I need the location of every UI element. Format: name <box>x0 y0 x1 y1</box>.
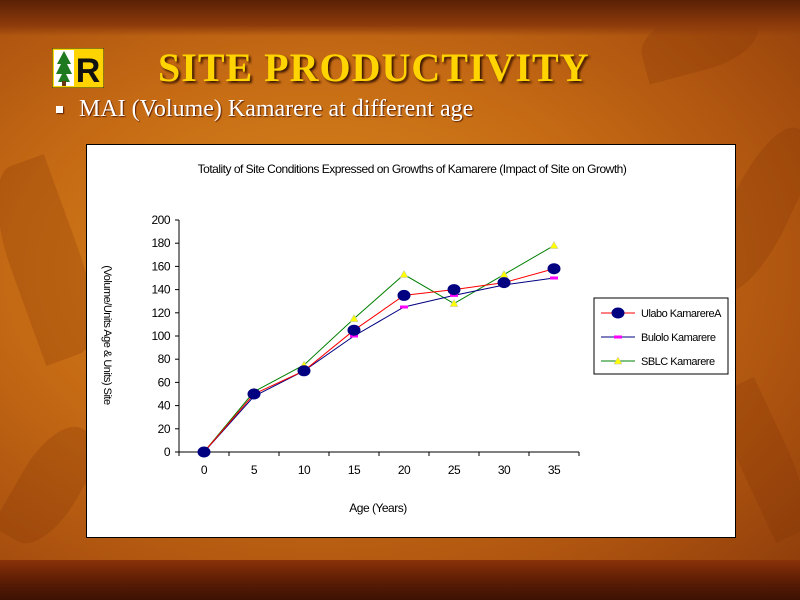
data-point-dash <box>450 293 458 297</box>
line-chart: Totality of Site Conditions Expressed on… <box>101 162 729 515</box>
data-point-circle <box>397 289 411 301</box>
y-tick-label: 140 <box>151 283 170 297</box>
bullet-item: MAI (Volume) Kamarere at different age <box>56 94 473 124</box>
bullet-square-icon <box>56 105 63 113</box>
data-point-circle <box>447 284 461 296</box>
data-point-circle <box>247 388 261 400</box>
x-tick-label: 15 <box>348 463 361 477</box>
data-point-circle <box>547 263 561 275</box>
data-point-dash <box>614 335 622 339</box>
data-point-circle <box>497 277 511 289</box>
x-tick-label: 5 <box>251 463 258 477</box>
x-tick-label: 25 <box>448 463 461 477</box>
chart-series <box>197 241 561 458</box>
data-point-dash <box>400 305 408 309</box>
chart-frame: Totality of Site Conditions Expressed on… <box>86 144 736 538</box>
bottom-band <box>0 560 800 600</box>
top-band <box>0 0 800 36</box>
y-tick-label: 100 <box>151 329 170 343</box>
y-tick-label: 60 <box>158 375 171 389</box>
data-point-triangle <box>613 356 623 365</box>
series-line <box>203 268 555 453</box>
y-tick-label: 20 <box>158 422 171 436</box>
x-axis-label: Age (Years) <box>349 501 407 515</box>
data-point-dash <box>550 276 558 280</box>
series-line <box>203 277 555 453</box>
x-tick-label: 20 <box>398 463 411 477</box>
legend-label: SBLC Kamarere <box>641 356 715 368</box>
tree-logo-icon: R <box>52 48 104 88</box>
slide-title: SITE PRODUCTIVITY <box>158 45 590 90</box>
y-axis-label: (Volume/Units Age & Units) Site <box>101 265 113 405</box>
chart-axes: 0 20 40 60 80 100 120 140 160 180 200 0 5 10 15 20 25 30 3… <box>151 213 580 477</box>
legend-label: Ulabo KamarereA <box>641 308 722 320</box>
y-tick-label: 180 <box>151 236 170 250</box>
data-point-circle <box>347 324 361 336</box>
bullet-text: MAI (Volume) Kamarere at different age <box>79 95 474 122</box>
y-tick-label: 160 <box>151 259 170 273</box>
x-tick-label: 10 <box>298 463 311 477</box>
chart-legend: Ulabo KamarereA Bulolo Kamarere SBLC Kamar… <box>593 297 729 375</box>
data-point-dash <box>350 334 358 338</box>
data-point-circle <box>611 307 625 319</box>
x-tick-label: 0 <box>201 463 208 477</box>
legend-label: Bulolo Kamarere <box>641 332 716 344</box>
y-tick-label: 80 <box>158 352 171 366</box>
y-tick-label: 0 <box>164 445 171 459</box>
chart-title: Totality of Site Conditions Expressed on… <box>198 162 627 176</box>
data-point-triangle <box>499 270 509 278</box>
y-tick-label: 40 <box>158 399 171 413</box>
y-tick-label: 200 <box>151 213 170 227</box>
data-point-triangle <box>549 241 559 249</box>
series-line <box>203 245 555 453</box>
x-tick-label: 35 <box>548 463 561 477</box>
data-point-triangle <box>349 314 359 322</box>
x-tick-label: 30 <box>498 463 511 477</box>
y-tick-label: 120 <box>151 306 170 320</box>
data-point-triangle <box>399 270 409 278</box>
data-point-circle <box>297 365 311 377</box>
logo-letter: R <box>76 52 101 88</box>
data-point-circle <box>197 446 211 458</box>
data-point-triangle <box>449 299 459 307</box>
